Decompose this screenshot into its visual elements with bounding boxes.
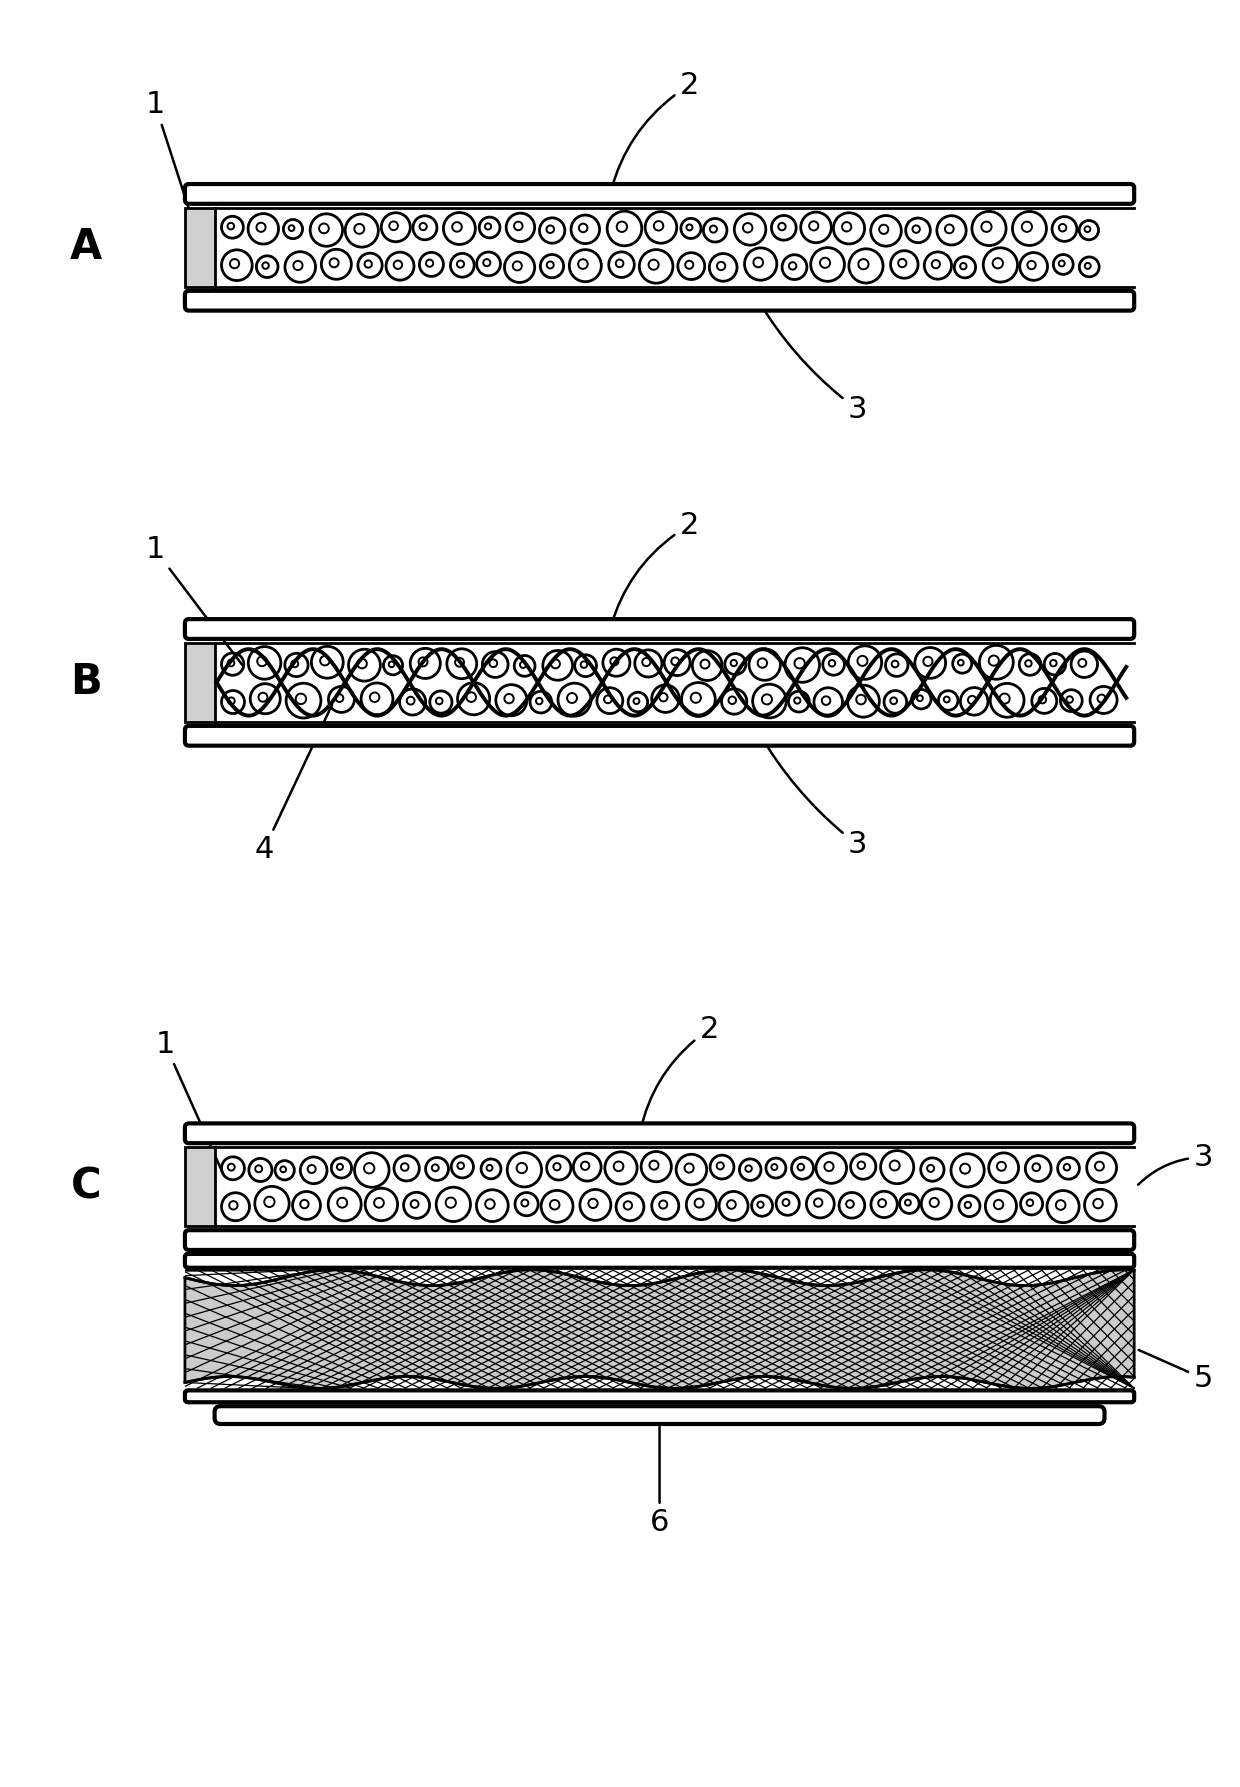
FancyBboxPatch shape — [185, 1390, 1135, 1403]
Text: 3: 3 — [1138, 1142, 1213, 1185]
FancyBboxPatch shape — [185, 1229, 1135, 1249]
Text: 1: 1 — [145, 91, 198, 239]
Bar — [185, 207, 215, 288]
FancyBboxPatch shape — [185, 291, 1135, 311]
Text: B: B — [71, 661, 102, 704]
FancyBboxPatch shape — [185, 726, 1135, 745]
Text: A: A — [69, 227, 102, 268]
Text: C: C — [71, 1165, 102, 1208]
Bar — [185, 643, 215, 722]
FancyBboxPatch shape — [185, 618, 1135, 640]
Bar — [185, 1147, 215, 1226]
Polygon shape — [185, 1271, 1135, 1388]
FancyBboxPatch shape — [185, 1124, 1135, 1144]
Text: 2: 2 — [611, 71, 699, 191]
Text: 1: 1 — [145, 536, 243, 665]
Text: 6: 6 — [650, 1426, 670, 1537]
Text: 2: 2 — [640, 1015, 719, 1131]
Text: 4: 4 — [254, 704, 332, 863]
FancyBboxPatch shape — [215, 1406, 1105, 1424]
FancyBboxPatch shape — [185, 1254, 1135, 1267]
Text: 2: 2 — [611, 511, 699, 625]
Text: 5: 5 — [1138, 1349, 1213, 1394]
FancyBboxPatch shape — [185, 184, 1135, 204]
Text: 3: 3 — [760, 734, 867, 860]
Text: 1: 1 — [155, 1029, 223, 1174]
Text: 3: 3 — [760, 304, 867, 424]
